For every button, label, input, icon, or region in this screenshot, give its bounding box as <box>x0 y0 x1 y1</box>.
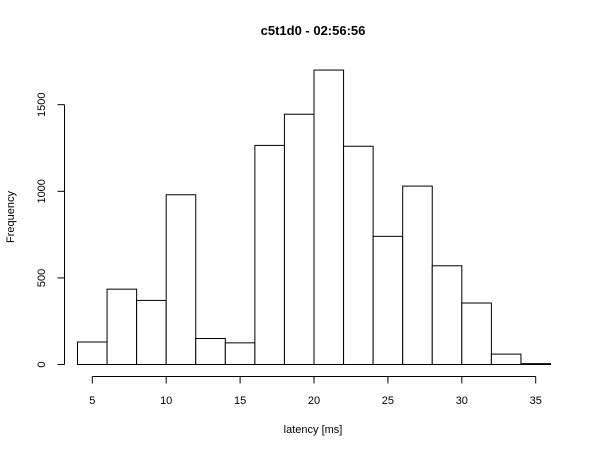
histogram-bar <box>254 144 285 365</box>
histogram-bar <box>165 194 197 365</box>
histogram-bar <box>520 363 551 366</box>
y-tick-label: 1000 <box>36 179 48 203</box>
histogram-bar <box>372 235 404 365</box>
y-tick-label: 1500 <box>36 92 48 116</box>
y-axis: 0 500 1000 1500 <box>36 92 65 368</box>
histogram-bar <box>195 338 226 365</box>
bars-group <box>77 69 551 366</box>
y-tick-label: 500 <box>36 269 48 287</box>
x-tick-label: 25 <box>382 395 394 407</box>
histogram-bar <box>490 353 522 366</box>
x-tick-label: 15 <box>234 395 246 407</box>
x-tick-label: 35 <box>530 395 542 407</box>
histogram-bar <box>106 288 138 365</box>
chart-title: c5t1d0 - 02:56:56 <box>261 23 366 38</box>
histogram-bar <box>461 302 492 366</box>
histogram-bar <box>431 265 463 365</box>
histogram-bar <box>402 185 433 365</box>
histogram-bar <box>77 341 108 366</box>
x-tick-label: 20 <box>308 395 320 407</box>
histogram-bar <box>283 113 315 365</box>
histogram-bar <box>136 299 167 365</box>
histogram-bar <box>313 69 345 365</box>
x-tick-label: 5 <box>89 395 95 407</box>
x-axis: 5 10 15 20 25 30 35 <box>89 376 542 407</box>
histogram-bar <box>343 145 374 365</box>
y-tick-label: 0 <box>36 361 48 367</box>
x-tick-label: 30 <box>456 395 468 407</box>
histogram-bar <box>224 342 256 366</box>
y-axis-label: Frequency <box>5 191 17 243</box>
x-axis-label: latency [ms] <box>284 424 343 436</box>
x-tick-label: 10 <box>160 395 172 407</box>
